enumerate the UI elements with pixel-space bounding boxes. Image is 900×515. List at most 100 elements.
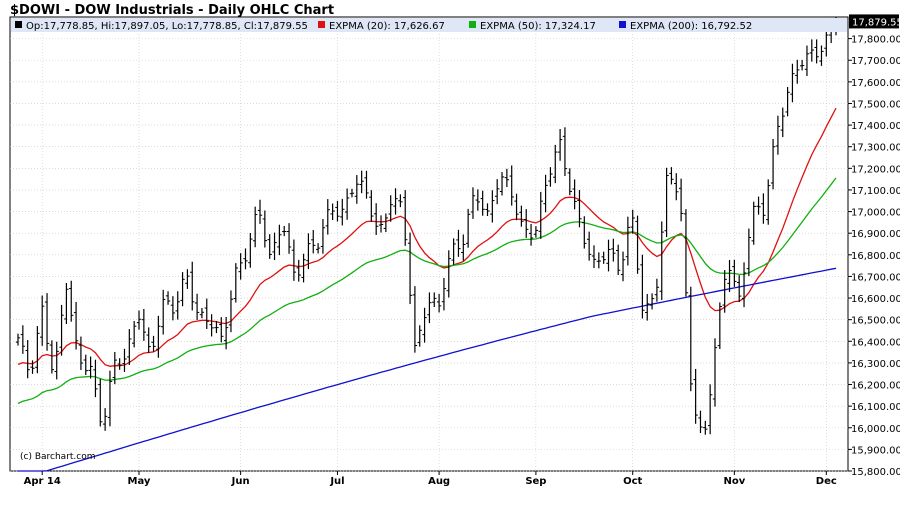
- ohlc-bar: [180, 272, 185, 307]
- ohlc-bar: [30, 360, 35, 374]
- ohlc-bar: [151, 335, 156, 352]
- ohlc-bar: [432, 292, 437, 308]
- ohlc-bar: [112, 351, 117, 385]
- ohlc-bar: [354, 175, 359, 204]
- ohlc-bar: [93, 359, 98, 398]
- y-tick-label: 16,500.00: [851, 316, 900, 327]
- ohlc-bar: [480, 190, 485, 216]
- ohlc-bar: [223, 316, 229, 350]
- ema20-line: [17, 107, 837, 367]
- ohlc-bar: [557, 129, 563, 161]
- ohlc-bar: [809, 39, 814, 62]
- y-tick-label: 17,400.00: [851, 121, 900, 132]
- ohlc-bar: [344, 188, 350, 220]
- y-tick-label: 16,300.00: [851, 359, 900, 370]
- ohlc-bar: [780, 107, 785, 138]
- ohlc-bar: [567, 168, 572, 196]
- ohlc-bar: [35, 326, 40, 374]
- ohlc-bar: [519, 205, 524, 227]
- ohlc-bar: [553, 144, 558, 184]
- ohlc-bar: [756, 196, 761, 215]
- ohlc-bar: [228, 290, 234, 333]
- y-tick-label: 17,100.00: [851, 186, 900, 197]
- ohlc-bar: [40, 295, 45, 346]
- y-tick-label: 16,200.00: [851, 381, 900, 392]
- ohlc-bar: [78, 336, 84, 371]
- ohlc-bar: [311, 230, 316, 254]
- ohlc-bar: [412, 286, 418, 353]
- ohlc-bar: [398, 194, 403, 208]
- ohlc-bar: [625, 216, 631, 266]
- ohlc-bar: [645, 293, 650, 321]
- ohlc-bar: [499, 172, 505, 196]
- ohlc-bar: [717, 302, 723, 350]
- x-tick-label: Nov: [723, 476, 745, 487]
- ohlc-bar: [204, 298, 209, 329]
- ohlc-bar: [277, 224, 282, 256]
- ohlc-bar: [185, 269, 190, 289]
- ohlc-bar: [161, 289, 166, 335]
- x-tick-label: Jul: [329, 476, 344, 487]
- ohlc-bar: [562, 127, 568, 177]
- ohlc-bar: [291, 239, 297, 281]
- ohlc-bar: [514, 193, 519, 221]
- y-tick-label: 17,300.00: [851, 143, 900, 154]
- ohlc-bar: [88, 356, 93, 379]
- ohlc-legend-text: Op:17,778.85, Hi:17,897.05, Lo:17,778.85…: [26, 21, 308, 32]
- ohlc-bar: [678, 178, 684, 222]
- y-tick-label: 17,600.00: [851, 78, 900, 89]
- ohlc-bar: [238, 253, 243, 280]
- x-tick-label: Aug: [428, 476, 450, 487]
- ohlc-bar: [746, 228, 752, 277]
- ohlc-bar: [630, 209, 635, 234]
- ohlc-bar: [267, 234, 272, 259]
- chart-title: $DOWI - DOW Industrials - Daily OHLC Cha…: [10, 3, 334, 18]
- x-tick-label: Apr 14: [24, 476, 61, 487]
- y-tick-label: 17,200.00: [851, 164, 900, 175]
- y-tick-label: 16,400.00: [851, 337, 900, 348]
- legend-band: [11, 18, 847, 32]
- ohlc-bar: [640, 254, 645, 319]
- ohlc-bar: [272, 232, 277, 261]
- ohlc-legend-swatch: [15, 21, 22, 28]
- ohlc-bar: [306, 233, 311, 270]
- ohlc-bar: [64, 282, 69, 325]
- y-tick-label: 17,800.00: [851, 35, 900, 46]
- ohlc-bar: [296, 259, 301, 282]
- ohlc-bar: [456, 229, 461, 257]
- ohlc-bar: [601, 251, 606, 264]
- ohlc-bar: [165, 291, 171, 305]
- ohlc-bar: [727, 259, 732, 292]
- ohlc-bar: [606, 239, 611, 272]
- legend-label: EXPMA (200): 16,792.52: [630, 21, 752, 32]
- ohlc-bar: [616, 244, 621, 276]
- ohlc-bar: [388, 195, 393, 222]
- ohlc-bar: [20, 325, 26, 354]
- ohlc-bar: [170, 296, 176, 321]
- x-tick-label: Jun: [231, 476, 250, 487]
- ohlc-bar: [688, 286, 693, 392]
- ohlc-bar: [335, 200, 340, 222]
- ohlc-bar: [591, 245, 597, 269]
- ohlc-bar: [799, 59, 805, 71]
- ohlc-bar: [504, 168, 510, 188]
- ohlc-bar: [330, 203, 335, 221]
- ohlc-bar: [349, 188, 355, 198]
- ohlc-bar: [141, 309, 147, 341]
- y-tick-label: 16,600.00: [851, 294, 900, 305]
- ohlc-bar: [649, 293, 655, 310]
- ohlc-bar: [136, 310, 142, 330]
- ohlc-bar: [243, 248, 248, 270]
- ohlc-bar: [461, 234, 466, 261]
- ohlc-bar: [664, 167, 669, 238]
- legend-swatch: [469, 21, 476, 28]
- ohlc-bar: [286, 223, 292, 254]
- ohlc-bar: [732, 259, 737, 287]
- ohlc-bar: [683, 209, 689, 297]
- ohlc-bar: [199, 307, 205, 319]
- ohlc-bar: [524, 209, 529, 238]
- ohlc-bar: [572, 179, 577, 210]
- ohlc-bar: [751, 201, 756, 245]
- ohlc-bar: [49, 340, 55, 374]
